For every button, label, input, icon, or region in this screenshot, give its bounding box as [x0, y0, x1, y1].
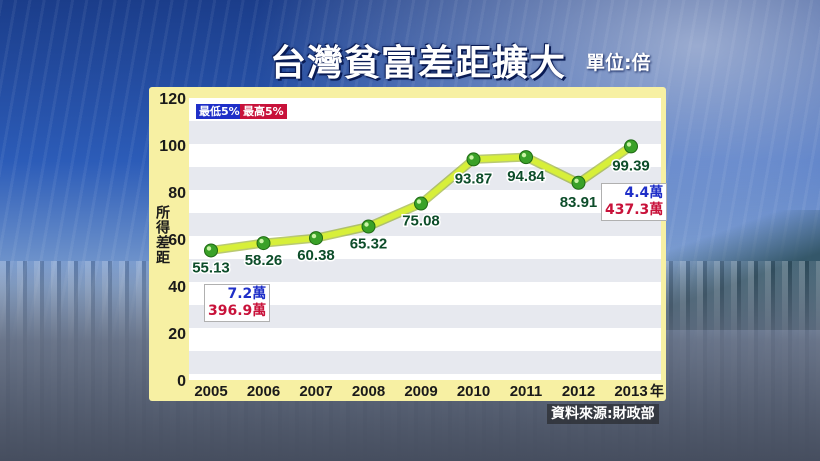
callout-first: 7.2萬 396.9萬 [204, 284, 271, 322]
data-label: 65.32 [350, 235, 388, 252]
data-point [519, 150, 533, 165]
legend-high: 最高5% [240, 104, 287, 119]
data-point [414, 196, 428, 211]
x-tick-label: 2010 [457, 383, 490, 400]
x-axis-suffix: 年 [650, 383, 664, 400]
data-label: 55.13 [192, 259, 230, 276]
y-axis-label: 所得差距 [154, 205, 170, 265]
data-point-highlight [469, 155, 474, 160]
legend-low: 最低5% [196, 104, 243, 119]
data-label: 58.26 [245, 252, 283, 269]
y-tick-label: 0 [177, 373, 186, 390]
x-tick-label: 2007 [299, 383, 332, 400]
callout-last-high: 437.3萬 [605, 202, 664, 218]
data-point [624, 139, 638, 154]
data-point [309, 231, 323, 246]
data-label: 60.38 [297, 247, 335, 264]
x-tick-label: 2008 [352, 383, 385, 400]
data-point [466, 152, 481, 167]
data-point-highlight [521, 152, 527, 158]
data-point-highlight [311, 233, 317, 239]
callout-last-low: 4.4萬 [624, 185, 664, 201]
x-tick-label: 2006 [247, 383, 280, 400]
data-label: 93.87 [455, 170, 493, 187]
y-tick-label: 60 [168, 232, 186, 249]
callout-last: 4.4萬 437.3萬 [601, 183, 668, 221]
data-label: 99.39 [612, 157, 650, 174]
data-point [361, 219, 376, 234]
x-tick-label: 2011 [510, 383, 543, 400]
data-point-highlight [574, 178, 579, 184]
y-tick-label: 120 [159, 91, 186, 108]
y-tick-label: 100 [159, 138, 186, 155]
x-tick-label: 2013 [614, 383, 647, 400]
data-point [204, 243, 218, 258]
data-label: 75.08 [402, 213, 440, 230]
callout-first-low: 7.2萬 [227, 286, 267, 302]
data-label: 83.91 [560, 194, 598, 211]
unit-label: 單位:倍 [586, 52, 651, 74]
y-tick-label: 40 [168, 279, 186, 296]
x-tick-label: 2012 [562, 383, 595, 400]
data-label: 94.84 [507, 168, 545, 185]
data-point [256, 236, 271, 251]
callout-first-high: 396.9萬 [208, 303, 267, 319]
data-point [571, 175, 586, 190]
y-tick-label: 20 [168, 326, 186, 343]
data-point-highlight [259, 238, 264, 244]
chart-title: 台灣貧富差距擴大 [270, 43, 567, 84]
data-point-highlight [364, 222, 369, 227]
x-tick-label: 2005 [194, 383, 227, 400]
data-point-highlight [416, 199, 422, 204]
data-point-highlight [206, 246, 212, 251]
x-tick-label: 2009 [404, 383, 437, 400]
source-label: 資料來源:財政部 [547, 404, 659, 424]
data-point-highlight [626, 142, 632, 147]
y-tick-label: 80 [168, 185, 186, 202]
